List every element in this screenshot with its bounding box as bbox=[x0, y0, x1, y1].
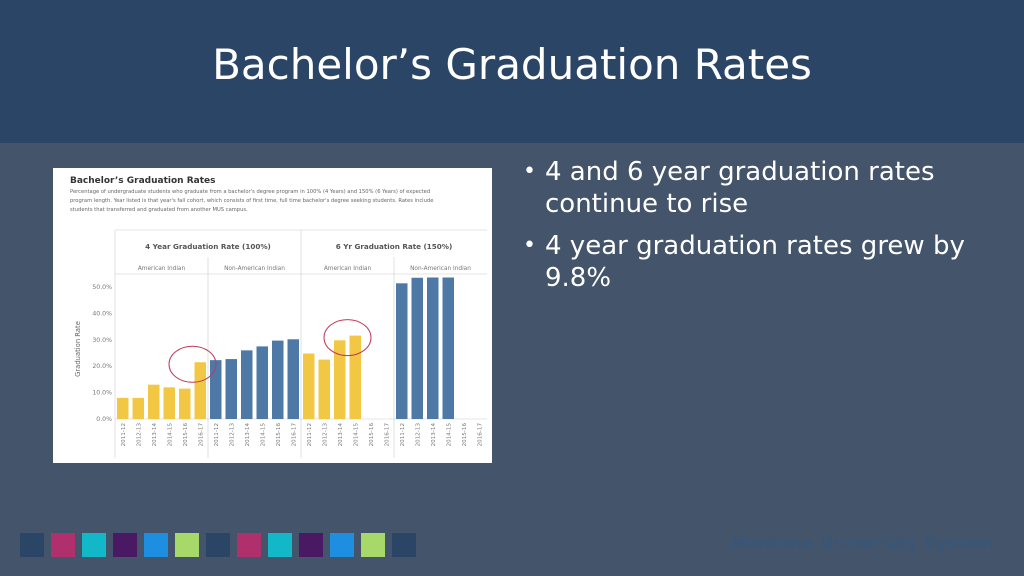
chart-image: Bachelor’s Graduation Rates Percentage of… bbox=[53, 168, 492, 463]
x-tick-label: 2016-17 bbox=[477, 423, 483, 447]
decorative-square bbox=[299, 533, 323, 557]
x-tick-label: 2015-16 bbox=[369, 423, 375, 447]
bullet-text: 4 and 6 year graduation rates continue t… bbox=[545, 157, 935, 219]
decorative-square bbox=[144, 533, 168, 557]
bullet-item: • 4 and 6 year graduation rates continue… bbox=[523, 156, 1003, 220]
bullet-dot: • bbox=[523, 233, 536, 258]
decorative-square bbox=[206, 533, 230, 557]
x-tick-label: 2015-16 bbox=[276, 423, 282, 447]
footer-logo-text: Montana University System bbox=[729, 534, 994, 554]
bar bbox=[163, 387, 175, 419]
decorative-square bbox=[330, 533, 354, 557]
bar bbox=[179, 388, 191, 419]
decorative-square bbox=[237, 533, 261, 557]
x-tick-label: 2014-15 bbox=[167, 423, 173, 447]
x-tick-label: 2012-13 bbox=[415, 423, 421, 447]
bar bbox=[117, 397, 129, 419]
x-tick-label: 2014-15 bbox=[260, 423, 266, 447]
y-tick-label: 30.0% bbox=[92, 337, 112, 344]
x-tick-label: 2012-13 bbox=[229, 423, 235, 447]
bullet-dot: • bbox=[523, 159, 536, 184]
y-tick-label: 50.0% bbox=[92, 284, 112, 291]
x-tick-label: 2014-15 bbox=[446, 423, 452, 447]
decorative-squares bbox=[20, 533, 416, 557]
decorative-square bbox=[175, 533, 199, 557]
x-tick-label: 2012-13 bbox=[322, 423, 328, 447]
bullet-text: 4 year graduation rates grew by 9.8% bbox=[545, 231, 965, 293]
x-tick-label: 2012-13 bbox=[136, 423, 142, 447]
x-tick-label: 2013-14 bbox=[431, 423, 437, 447]
x-tick-label: 2016-17 bbox=[198, 423, 204, 447]
title-bar: Bachelor’s Graduation Rates bbox=[0, 0, 1024, 143]
x-tick-label: 2016-17 bbox=[291, 423, 297, 447]
x-tick-label: 2015-16 bbox=[462, 423, 468, 447]
bar bbox=[241, 350, 253, 419]
x-tick-label: 2011-12 bbox=[307, 423, 313, 446]
group-header: 6 Yr Graduation Rate (150%) bbox=[336, 242, 453, 251]
y-axis-label: Graduation Rate bbox=[74, 321, 82, 377]
bar bbox=[318, 359, 330, 419]
bar bbox=[349, 335, 361, 419]
bar bbox=[396, 283, 408, 419]
bar bbox=[272, 340, 284, 419]
bar bbox=[210, 360, 222, 419]
y-tick-label: 20.0% bbox=[92, 363, 112, 370]
subgroup-header: American Indian bbox=[138, 266, 186, 272]
bar bbox=[303, 353, 315, 419]
subgroup-header: American Indian bbox=[324, 266, 372, 272]
x-tick-label: 2015-16 bbox=[183, 423, 189, 447]
y-tick-label: 10.0% bbox=[92, 390, 112, 397]
subgroup-header: Non-American Indian bbox=[224, 266, 285, 272]
chart-subtitle-line: program length. Year listed is that year… bbox=[70, 198, 433, 204]
y-tick-label: 40.0% bbox=[92, 310, 112, 317]
slide-title: Bachelor’s Graduation Rates bbox=[212, 40, 812, 89]
bullet-list: • 4 and 6 year graduation rates continue… bbox=[523, 156, 1003, 304]
x-tick-label: 2011-12 bbox=[214, 423, 220, 446]
decorative-square bbox=[82, 533, 106, 557]
bar bbox=[148, 384, 160, 419]
decorative-square bbox=[361, 533, 385, 557]
x-tick-label: 2011-12 bbox=[400, 423, 406, 446]
highlight-circle bbox=[323, 319, 372, 357]
graduation-rate-chart: Bachelor’s Graduation Rates Percentage of… bbox=[70, 176, 487, 458]
y-tick-label: 0.0% bbox=[96, 416, 112, 423]
chart-subtitle-line: Percentage of undergraduate students who… bbox=[70, 189, 430, 195]
bar bbox=[411, 277, 423, 419]
x-tick-label: 2014-15 bbox=[353, 423, 359, 447]
x-tick-label: 2013-14 bbox=[245, 423, 251, 447]
bar bbox=[194, 362, 206, 419]
bar bbox=[334, 340, 346, 419]
bullet-item: • 4 year graduation rates grew by 9.8% bbox=[523, 230, 1003, 294]
decorative-square bbox=[268, 533, 292, 557]
x-tick-label: 2013-14 bbox=[338, 423, 344, 447]
highlight-circle bbox=[168, 345, 217, 383]
bar bbox=[132, 397, 144, 419]
decorative-square bbox=[113, 533, 137, 557]
bar bbox=[287, 339, 299, 419]
bar bbox=[256, 346, 268, 419]
decorative-square bbox=[20, 533, 44, 557]
decorative-square bbox=[51, 533, 75, 557]
bar bbox=[427, 277, 439, 419]
x-tick-label: 2016-17 bbox=[384, 423, 390, 447]
bar bbox=[225, 359, 237, 419]
bar bbox=[442, 277, 454, 419]
decorative-square bbox=[392, 533, 416, 557]
x-tick-label: 2013-14 bbox=[152, 423, 158, 447]
subgroup-header: Non-American Indian bbox=[410, 266, 471, 272]
x-tick-label: 2011-12 bbox=[121, 423, 127, 446]
group-header: 4 Year Graduation Rate (100%) bbox=[145, 242, 271, 251]
chart-title: Bachelor’s Graduation Rates bbox=[70, 176, 215, 186]
chart-subtitle-line: students that transferred and graduated … bbox=[70, 207, 248, 213]
